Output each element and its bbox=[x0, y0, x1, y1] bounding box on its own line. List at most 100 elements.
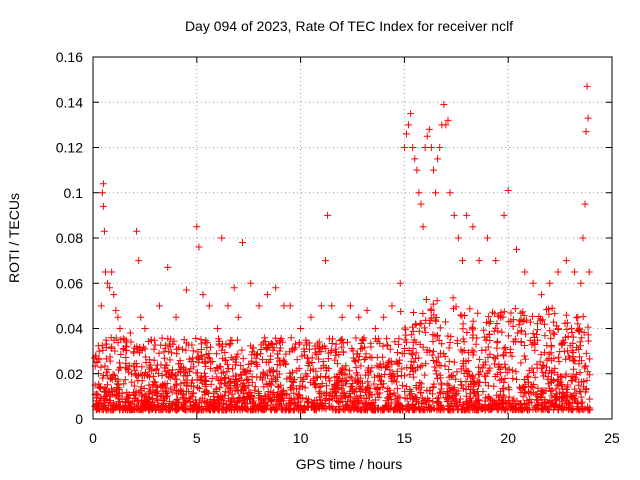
data-point-dense bbox=[260, 398, 268, 406]
data-point-dense bbox=[266, 368, 274, 376]
data-point-dense bbox=[550, 318, 558, 326]
data-point-dense bbox=[507, 309, 515, 317]
data-point-dense bbox=[343, 338, 351, 346]
data-point-dense bbox=[261, 406, 269, 414]
x-tick-labels: 0 5 10 15 20 25 bbox=[89, 430, 620, 446]
data-point-dense bbox=[116, 397, 124, 405]
data-point-dense bbox=[435, 361, 443, 369]
data-point-dense bbox=[436, 388, 444, 396]
data-point-dense bbox=[158, 334, 166, 342]
x-tick-label: 25 bbox=[604, 430, 620, 446]
data-point-dense bbox=[509, 322, 517, 330]
data-point-dense bbox=[414, 399, 422, 407]
data-point-dense bbox=[548, 304, 556, 312]
data-point-dense bbox=[415, 354, 423, 362]
data-point-dense bbox=[475, 370, 483, 378]
data-point-dense bbox=[180, 336, 188, 344]
data-point-dense bbox=[586, 395, 594, 403]
data-point bbox=[413, 166, 421, 174]
data-point-dense bbox=[522, 330, 530, 338]
data-point-dense bbox=[141, 345, 149, 353]
data-point-dense bbox=[356, 374, 364, 382]
data-point-dense bbox=[491, 360, 499, 368]
data-point-dense bbox=[175, 388, 183, 396]
data-point-dense bbox=[354, 406, 362, 414]
data-point-dense bbox=[313, 350, 321, 358]
data-point-dense bbox=[179, 405, 187, 413]
data-point-dense bbox=[242, 384, 250, 392]
data-point-dense bbox=[491, 310, 499, 318]
data-point-dense bbox=[122, 399, 130, 407]
data-point-dense bbox=[295, 339, 303, 347]
data-point-dense bbox=[148, 390, 156, 398]
data-point-dense bbox=[183, 382, 191, 390]
data-point-dense bbox=[416, 363, 424, 371]
data-point-dense bbox=[130, 363, 138, 371]
data-point-dense bbox=[339, 381, 347, 389]
data-point bbox=[409, 144, 417, 151]
data-point-dense bbox=[317, 390, 325, 398]
data-point-dense bbox=[482, 394, 490, 402]
data-point-dense bbox=[294, 401, 302, 409]
data-point-dense bbox=[202, 376, 210, 384]
data-point bbox=[454, 234, 462, 242]
data-point-dense bbox=[447, 333, 455, 341]
data-point bbox=[95, 347, 103, 355]
data-points bbox=[90, 82, 594, 414]
data-point-dense bbox=[421, 371, 429, 379]
data-point-dense bbox=[204, 353, 212, 361]
data-point-dense bbox=[207, 365, 215, 373]
data-point-dense bbox=[546, 384, 554, 392]
data-point-dense bbox=[329, 406, 337, 414]
data-point-dense bbox=[111, 347, 119, 355]
data-point-dense bbox=[364, 378, 372, 386]
data-point-dense bbox=[99, 371, 107, 379]
data-point-dense bbox=[356, 392, 364, 400]
data-point-dense bbox=[524, 372, 532, 380]
data-point-dense bbox=[503, 400, 511, 408]
data-point-dense bbox=[367, 339, 375, 347]
data-point-dense bbox=[109, 401, 117, 409]
data-point-dense bbox=[220, 379, 228, 387]
data-point-dense bbox=[582, 386, 590, 394]
data-point-dense bbox=[230, 399, 238, 407]
data-point-dense bbox=[226, 379, 234, 387]
data-point-dense bbox=[334, 398, 342, 406]
data-point-dense bbox=[252, 354, 260, 362]
data-point-dense bbox=[260, 383, 268, 391]
data-point bbox=[99, 180, 107, 188]
data-point-dense bbox=[476, 355, 484, 363]
data-point-dense bbox=[277, 400, 285, 408]
data-point-dense bbox=[346, 367, 354, 375]
data-point-dense bbox=[340, 389, 348, 397]
data-point-dense bbox=[310, 401, 318, 409]
data-point-dense bbox=[211, 400, 219, 408]
data-point-dense bbox=[212, 404, 220, 412]
data-point-dense bbox=[292, 385, 300, 393]
data-point-dense bbox=[386, 345, 394, 353]
data-point-dense bbox=[314, 340, 322, 348]
data-point-dense bbox=[143, 403, 151, 411]
data-point-dense bbox=[383, 363, 391, 371]
data-point-dense bbox=[312, 405, 320, 413]
data-point-dense bbox=[568, 399, 576, 407]
data-point-dense bbox=[219, 340, 227, 348]
y-tick-label: 0 bbox=[75, 411, 83, 427]
data-point-dense bbox=[168, 388, 176, 396]
data-point-dense bbox=[148, 367, 156, 375]
data-point-dense bbox=[305, 398, 313, 406]
data-point-dense bbox=[353, 369, 361, 377]
data-point-dense bbox=[486, 395, 494, 403]
data-point-dense bbox=[484, 382, 492, 390]
data-point-dense bbox=[376, 376, 384, 384]
data-point-dense bbox=[500, 345, 508, 353]
data-point-dense bbox=[160, 348, 168, 356]
data-point-dense bbox=[280, 358, 288, 366]
data-point-dense bbox=[387, 357, 395, 365]
data-point-dense bbox=[501, 344, 509, 352]
data-point-dense bbox=[505, 393, 513, 401]
data-point-dense bbox=[226, 340, 234, 348]
data-point-dense bbox=[583, 376, 591, 384]
data-point-dense bbox=[350, 398, 358, 406]
data-point-dense bbox=[466, 390, 474, 398]
